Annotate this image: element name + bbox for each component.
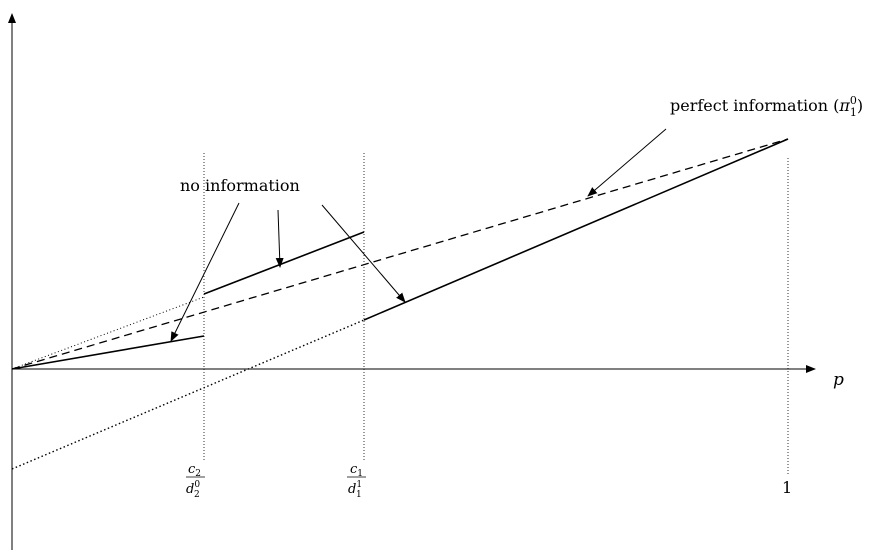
no-info-segment-2 — [203, 231, 365, 295]
no-info-segment-1 — [11, 335, 205, 370]
perfect-info-symbol: π — [838, 96, 850, 115]
svg-text:d1: d1 — [348, 480, 362, 497]
perfect-information-line — [11, 138, 789, 370]
tick-c1-num-sub: 1 — [357, 469, 363, 479]
arrow-no-info-1 — [170, 202, 240, 342]
no-info-segment-3 — [363, 138, 789, 321]
tick-c2-d2: c2 d0 2 — [186, 462, 205, 500]
tick-c1-den-sup: 1 — [356, 480, 362, 490]
perfect-information-label: perfect information (π0 1) — [670, 94, 863, 119]
perfect-info-sub: 1 — [850, 106, 857, 119]
tick-c1-num: c — [350, 462, 358, 477]
svg-text:d0: d0 — [186, 480, 200, 497]
tick-c1-den-sub: 1 — [356, 490, 362, 500]
dotted-line-lower — [11, 319, 365, 470]
tick-c2-num-sub: 2 — [195, 469, 201, 479]
svg-text:c1: c1 — [350, 462, 363, 479]
arrow-no-info-2 — [275, 209, 284, 268]
tick-one: 1 — [782, 478, 792, 497]
arrow-no-info-3 — [321, 204, 406, 303]
tick-c2-den: d — [186, 482, 194, 497]
perfect-info-prefix: perfect information ( — [670, 96, 839, 115]
no-information-label: no information — [180, 176, 300, 195]
tick-c1-d1: c1 d1 1 — [347, 462, 366, 500]
perfect-info-suffix: ) — [857, 96, 863, 115]
tick-c1-den: d — [348, 482, 356, 497]
tick-c2-den-sub: 2 — [194, 490, 200, 500]
tick-c2-num: c — [188, 462, 196, 477]
perfect-info-sup: 0 — [850, 94, 857, 107]
svg-text:c2: c2 — [188, 462, 201, 479]
x-axis-label: p — [833, 370, 844, 390]
arrow-perfect-info — [587, 128, 667, 197]
tick-c2-den-sup: 0 — [194, 480, 200, 490]
